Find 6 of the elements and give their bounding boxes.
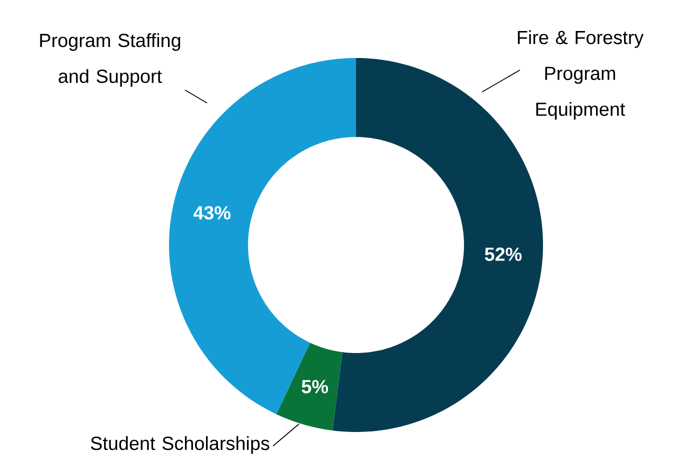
slice-label: Program Staffing and Support (40, 33, 180, 87)
slice-label: Student Scholarships (90, 436, 270, 454)
data-label: 43% (193, 206, 230, 220)
data-label: 5% (302, 380, 328, 394)
data-label: 52% (484, 248, 522, 261)
slice-label: Fire & Forestry Program Equipment (518, 30, 644, 120)
